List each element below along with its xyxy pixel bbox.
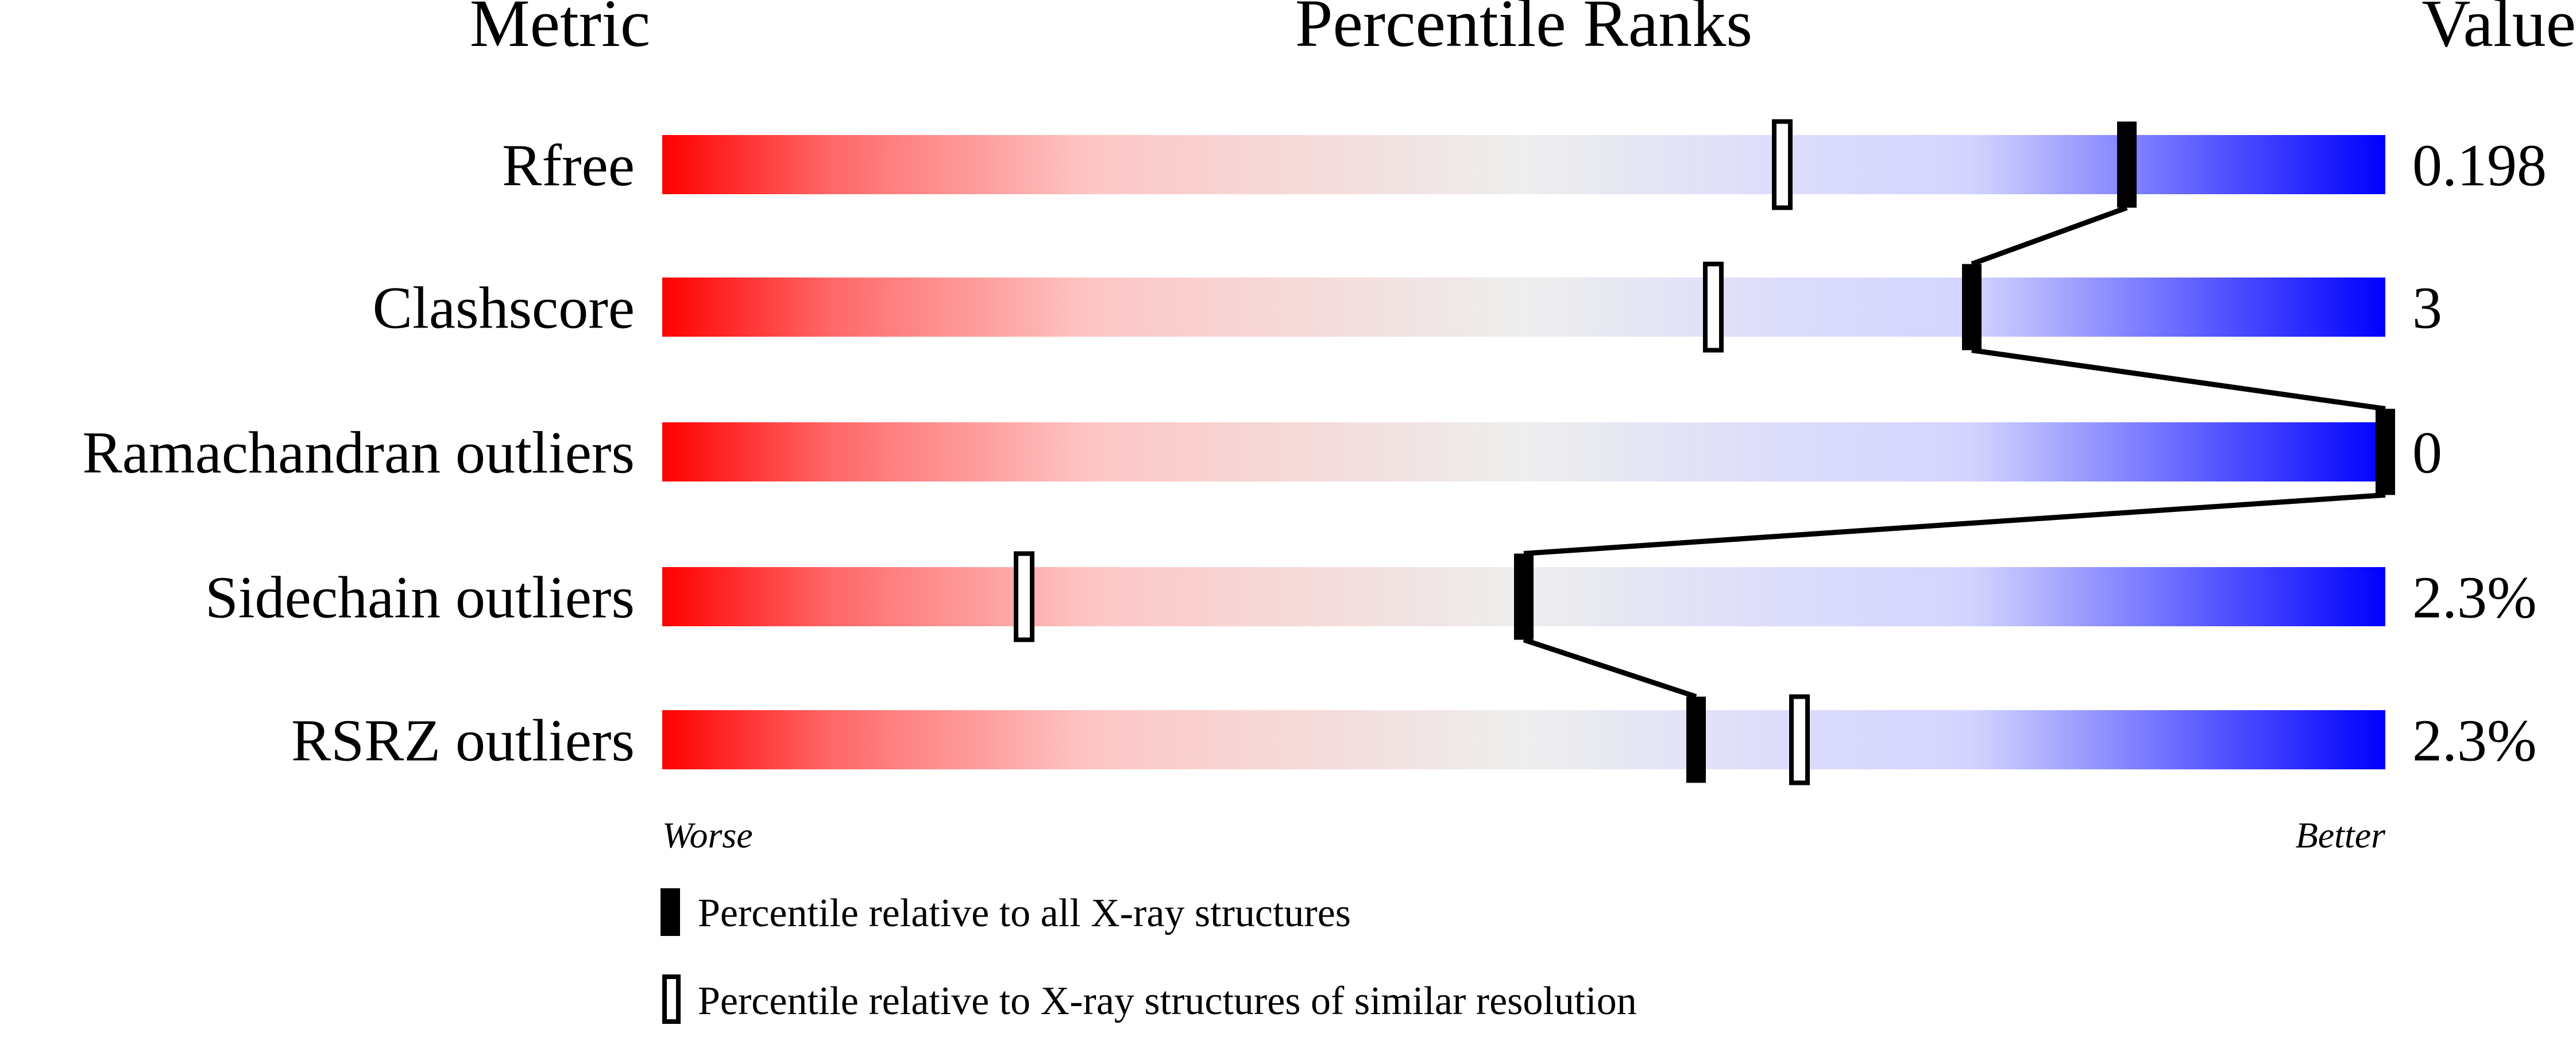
legend-open-label: Percentile relative to X-ray structures … (698, 979, 1637, 1023)
metric-value: 2.3% (2412, 565, 2537, 631)
metric-label: Sidechain outliers (205, 565, 635, 631)
metric-label: Clashscore (373, 275, 635, 341)
metric-row: Ramachandran outliers 0 (82, 409, 2442, 495)
value-header: Value (2421, 0, 2576, 61)
legend-open-marker (662, 974, 681, 1024)
metric-label: RSRZ outliers (291, 708, 635, 774)
percentile-bar (662, 422, 2385, 481)
all-structures-marker (2376, 409, 2395, 495)
percentile-header: Percentile Ranks (1295, 0, 1752, 61)
better-label: Better (2296, 815, 2386, 856)
metric-label: Ramachandran outliers (82, 420, 635, 486)
connector-line (1971, 348, 2386, 411)
metric-row: Sidechain outliers 2.3% (205, 551, 2537, 642)
percentile-bar (662, 710, 2385, 769)
connector-line (1523, 492, 2386, 556)
all-structures-marker (1514, 553, 1534, 640)
similar-resolution-marker (1772, 119, 1793, 210)
percentile-bar (662, 278, 2385, 337)
connector-line (1971, 205, 2128, 267)
worse-label: Worse (662, 815, 753, 856)
all-structures-marker (1962, 264, 1982, 350)
connector-line (1523, 637, 1697, 699)
legend-filled-label: Percentile relative to all X-ray structu… (698, 891, 1351, 935)
metric-value: 3 (2412, 275, 2442, 341)
metric-value: 2.3% (2412, 708, 2537, 774)
metric-value: 0 (2412, 420, 2442, 486)
all-structures-marker (2117, 121, 2137, 208)
metric-row: Clashscore 3 (373, 261, 2442, 353)
metric-header: Metric (470, 0, 651, 61)
metric-row: Rfree 0.198 (502, 119, 2547, 210)
all-structures-marker (1686, 696, 1706, 783)
similar-resolution-marker (1789, 694, 1810, 785)
legend-filled-marker (661, 888, 680, 936)
percentile-bar (662, 135, 2385, 194)
metric-row: RSRZ outliers 2.3% (291, 694, 2537, 785)
similar-resolution-marker (1703, 261, 1724, 353)
similar-resolution-marker (1014, 551, 1034, 642)
metric-label: Rfree (502, 133, 635, 199)
metric-value: 0.198 (2412, 133, 2547, 199)
